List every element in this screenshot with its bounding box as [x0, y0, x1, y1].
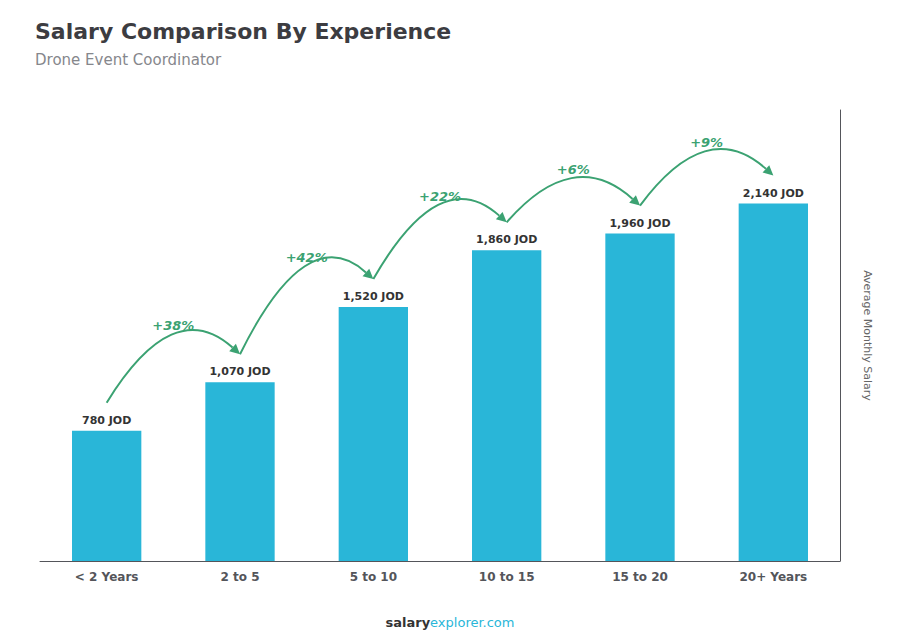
svg-text:+42%: +42% [286, 250, 328, 265]
svg-text:< 2 Years: < 2 Years [75, 570, 139, 584]
svg-text:1,070 JOD: 1,070 JOD [209, 365, 270, 378]
svg-text:Drone Event Coordinator: Drone Event Coordinator [35, 51, 222, 69]
svg-text:1,860 JOD: 1,860 JOD [476, 233, 537, 246]
svg-text:5 to 10: 5 to 10 [350, 570, 397, 584]
svg-text:+38%: +38% [152, 318, 194, 333]
svg-text:2,140 JOD: 2,140 JOD [743, 187, 804, 200]
svg-text:+22%: +22% [419, 189, 461, 204]
svg-text:780 JOD: 780 JOD [82, 414, 131, 427]
svg-text:20+ Years: 20+ Years [739, 570, 807, 584]
svg-text:+6%: +6% [557, 162, 590, 177]
svg-text:explorer.com: explorer.com [430, 615, 514, 630]
svg-text:Average Monthly Salary: Average Monthly Salary [861, 270, 874, 401]
svg-text:salary: salary [385, 615, 430, 630]
svg-text:10 to 15: 10 to 15 [479, 570, 535, 584]
svg-text:1,520 JOD: 1,520 JOD [343, 290, 404, 303]
svg-text:15 to 20: 15 to 20 [612, 570, 668, 584]
svg-text:+9%: +9% [690, 135, 723, 150]
svg-text:Salary Comparison By Experienc: Salary Comparison By Experience [35, 19, 451, 44]
svg-text:2 to 5: 2 to 5 [220, 570, 259, 584]
svg-text:1,960 JOD: 1,960 JOD [609, 217, 670, 230]
